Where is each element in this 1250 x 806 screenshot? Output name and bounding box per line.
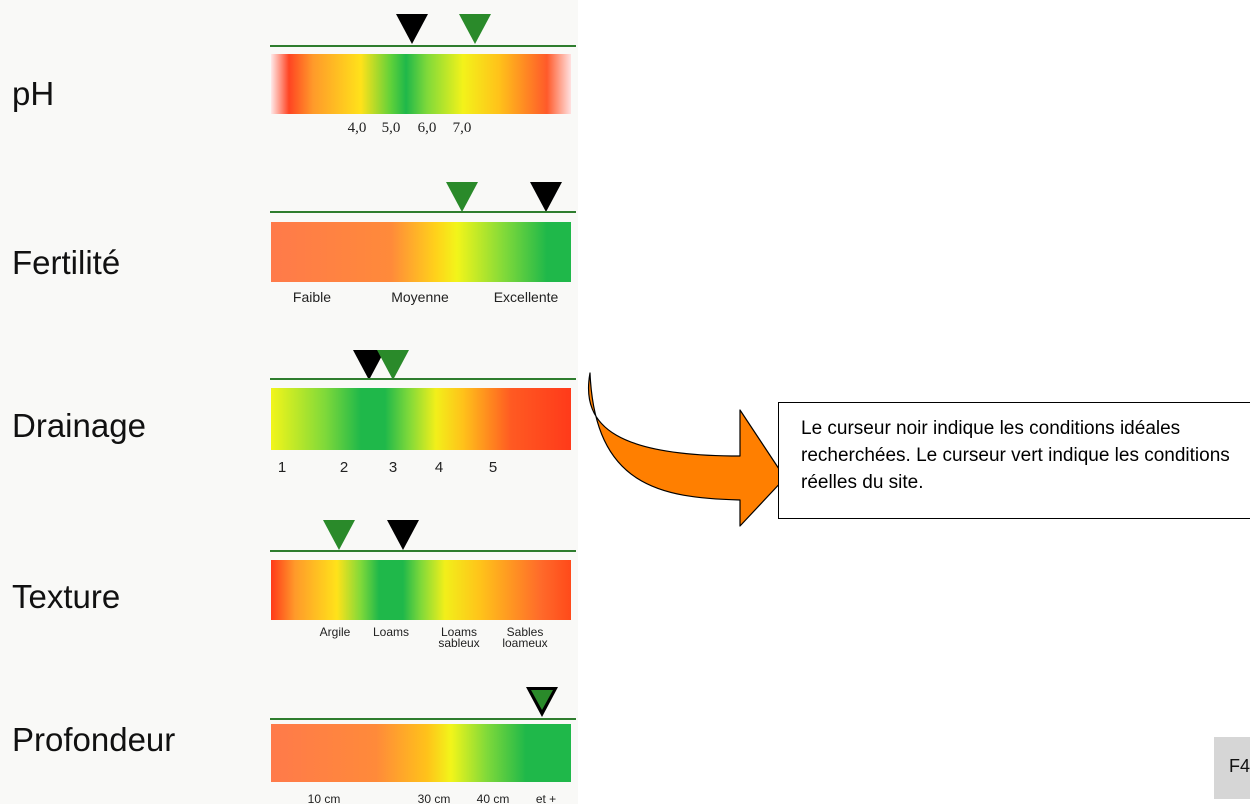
actual-marker-icon — [377, 350, 409, 380]
callout-text: Le curseur noir indique les conditions i… — [801, 418, 1230, 493]
ideal-marker-icon — [530, 182, 562, 212]
tick-label: 3 — [388, 459, 398, 476]
scale-line — [270, 718, 576, 720]
ideal-marker-icon — [387, 520, 419, 550]
ph-gradient-bar — [271, 54, 571, 114]
tick-label: 10 cm — [307, 792, 341, 806]
tick-label: Loams — [372, 625, 410, 639]
row-label-profondeur: Profondeur — [12, 721, 176, 758]
tick-label: 30 cm — [417, 792, 451, 806]
tick-label: 7,0 — [452, 120, 472, 136]
texture-gradient-bar — [271, 560, 571, 620]
tick-label: 1 — [277, 459, 287, 476]
scale-line — [270, 550, 576, 552]
profondeur-gradient-bar — [271, 724, 571, 782]
row-label-fertilite: Fertilité — [12, 244, 121, 281]
tick-label: 5,0 — [381, 120, 401, 136]
tick-label: 40 cm — [476, 792, 510, 806]
tick-label: Argile — [319, 625, 351, 639]
tick-label: Sables loameux — [502, 625, 548, 650]
tick-label: Excellente — [493, 289, 559, 305]
figure-tag: F4 — [1214, 737, 1250, 799]
actual-marker-icon — [323, 520, 355, 550]
tick-label: Loams sableux — [438, 625, 480, 650]
ideal-marker-icon — [396, 14, 428, 44]
tick-label: Faible — [292, 289, 332, 305]
tick-label: 5 — [488, 459, 498, 476]
actual-marker-icon — [459, 14, 491, 44]
row-label-texture: Texture — [12, 578, 121, 615]
tick-label: 4 — [434, 459, 444, 476]
tick-label: 6,0 — [417, 120, 437, 136]
drainage-gradient-bar — [271, 388, 571, 450]
tick-label: et + — [535, 792, 557, 806]
actual-marker-icon — [531, 690, 553, 710]
figure-tag-label: F4 — [1229, 756, 1250, 776]
curved-arrow-right-icon — [588, 372, 786, 527]
scale-line — [270, 45, 576, 47]
tick-label: 4,0 — [347, 120, 367, 136]
row-label-drainage: Drainage — [12, 407, 146, 444]
fertilite-gradient-bar — [271, 222, 571, 282]
scale-line — [270, 378, 576, 380]
tick-label: 2 — [339, 459, 349, 476]
legend-callout: Le curseur noir indique les conditions i… — [778, 402, 1250, 519]
row-label-ph: pH — [12, 75, 55, 112]
tick-label: Moyenne — [391, 289, 449, 305]
scale-line — [270, 211, 576, 213]
actual-marker-icon — [446, 182, 478, 212]
